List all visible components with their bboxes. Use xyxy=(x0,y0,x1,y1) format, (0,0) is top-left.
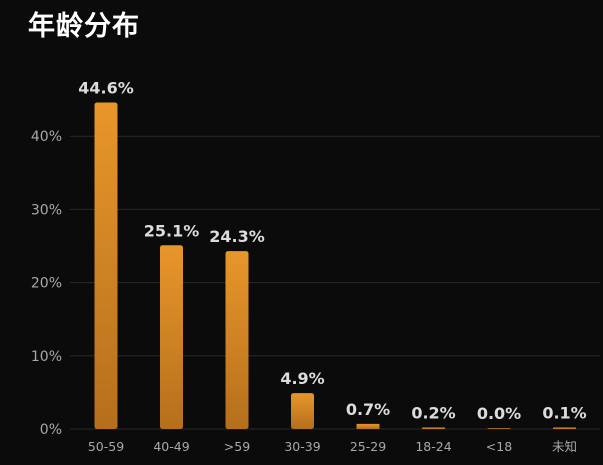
x-tick-label: >59 xyxy=(224,439,250,454)
y-tick-label: 0% xyxy=(40,422,62,438)
x-axis: 50-59 40-49 >59 30-39 25-29 18-24 <18 未知 xyxy=(88,439,577,454)
data-label: 0.7% xyxy=(346,400,390,419)
bar-未知 xyxy=(553,427,576,429)
y-tick-label: 30% xyxy=(31,202,62,218)
y-tick-label: 10% xyxy=(31,349,62,365)
x-tick-label: 25-29 xyxy=(350,439,386,454)
data-label: 0.2% xyxy=(411,404,455,423)
x-tick-label: 40-49 xyxy=(153,439,189,454)
data-label: 44.6% xyxy=(78,79,134,98)
page-title: 年龄分布 xyxy=(28,11,140,42)
x-tick-label: <18 xyxy=(486,439,512,454)
bar-25-29 xyxy=(356,423,380,429)
y-axis: 0% 10% 20% 30% 40% xyxy=(31,129,62,438)
bar-18-24 xyxy=(422,427,445,429)
y-tick-label: 40% xyxy=(31,129,62,145)
grid-layer xyxy=(70,135,600,430)
data-labels: 44.6% 25.1% 24.3% 4.9% 0.7% 0.2% 0.0% 0.1% xyxy=(78,79,586,424)
bar-40-49 xyxy=(160,245,183,429)
bar-30-39 xyxy=(291,393,314,429)
data-label: 4.9% xyxy=(280,369,324,388)
data-label: 24.3% xyxy=(209,227,265,246)
x-tick-label: 50-59 xyxy=(88,439,124,454)
data-label: 0.0% xyxy=(477,404,521,423)
bars xyxy=(94,102,576,429)
y-tick-label: 20% xyxy=(31,276,62,292)
bar-<18 xyxy=(487,428,511,429)
x-tick-label: 未知 xyxy=(552,439,577,454)
bar->59 xyxy=(225,251,249,429)
bar-50-59 xyxy=(94,102,118,429)
data-label: 0.1% xyxy=(542,404,586,423)
data-label: 25.1% xyxy=(144,221,200,240)
x-tick-label: 18-24 xyxy=(415,439,451,454)
x-tick-label: 30-39 xyxy=(284,439,320,454)
